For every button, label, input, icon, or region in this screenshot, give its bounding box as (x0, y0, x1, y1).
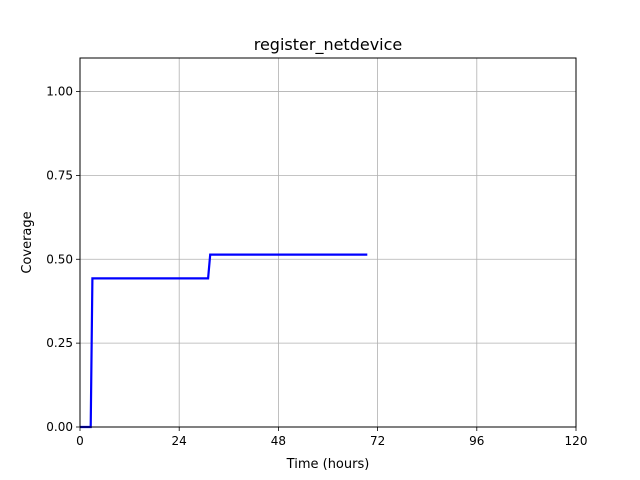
y-tick-label: 0.25 (46, 336, 73, 350)
x-tick-label: 0 (76, 434, 84, 448)
chart-title: register_netdevice (254, 35, 403, 55)
plot-frame (79, 57, 577, 428)
x-tick-label: 24 (172, 434, 187, 448)
y-tick-label: 0.50 (46, 252, 73, 266)
y-tick-label: 0.75 (46, 168, 73, 182)
coverage-line (80, 253, 368, 429)
x-tick-label: 96 (469, 434, 484, 448)
x-tick-label: 120 (565, 434, 588, 448)
series-layer (80, 253, 368, 429)
y-tick-label: 0.00 (46, 420, 73, 434)
y-axis-label: Coverage (20, 211, 35, 273)
y-tick-label: 1.00 (46, 85, 73, 99)
x-axis-label: Time (hours) (286, 457, 370, 472)
x-tick-label: 72 (370, 434, 385, 448)
grid (79, 58, 577, 428)
ticks: 0 24 48 72 96 120 0.00 0.25 0.50 0.75 1.00 (46, 85, 587, 448)
x-tick-label: 48 (271, 434, 286, 448)
